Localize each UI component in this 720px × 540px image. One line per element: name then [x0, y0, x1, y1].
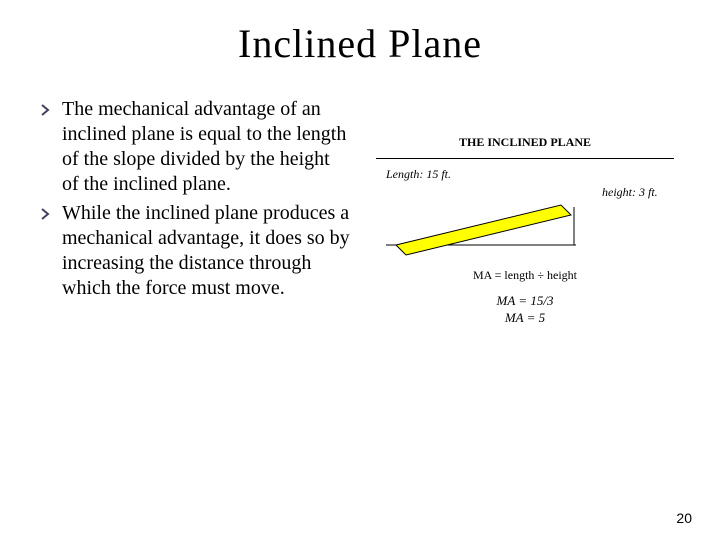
- bullet-list: The mechanical advantage of an inclined …: [40, 97, 350, 301]
- calc-line: MA = 5: [376, 310, 674, 327]
- height-label: height: 3 ft.: [602, 185, 672, 200]
- ramp-shape: [396, 205, 571, 255]
- list-item: The mechanical advantage of an inclined …: [40, 97, 350, 197]
- diagram-box: THE INCLINED PLANE Length: 15 ft. height…: [370, 127, 680, 335]
- diagram-heading: THE INCLINED PLANE: [376, 135, 674, 150]
- slide: Inclined Plane The mechanical advantage …: [0, 0, 720, 540]
- page-number: 20: [676, 510, 692, 526]
- bullet-text: While the inclined plane produces a mech…: [62, 201, 350, 301]
- formula-text: MA = length ÷ height: [376, 268, 674, 283]
- list-item: While the inclined plane produces a mech…: [40, 201, 350, 301]
- slide-title: Inclined Plane: [40, 20, 680, 67]
- calc-line: MA = 15/3: [376, 293, 674, 310]
- bullet-text: The mechanical advantage of an inclined …: [62, 97, 350, 197]
- content-row: The mechanical advantage of an inclined …: [40, 97, 680, 335]
- diagram-column: THE INCLINED PLANE Length: 15 ft. height…: [370, 97, 680, 335]
- divider: [376, 158, 674, 159]
- chevron-right-icon: [40, 207, 56, 225]
- length-label: Length: 15 ft.: [386, 167, 451, 182]
- inclined-plane-diagram: Length: 15 ft. height: 3 ft.: [376, 167, 674, 262]
- chevron-right-icon: [40, 103, 56, 121]
- calculation-block: MA = 15/3 MA = 5: [376, 293, 674, 327]
- text-column: The mechanical advantage of an inclined …: [40, 97, 350, 335]
